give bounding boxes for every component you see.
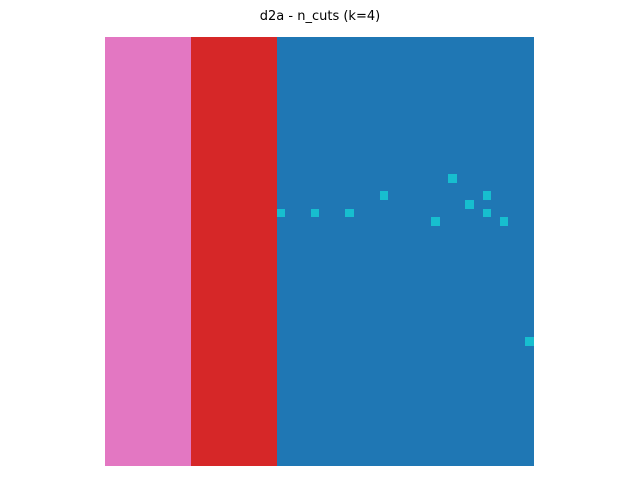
cell-cluster-cyan	[345, 208, 354, 218]
cell-cluster-cyan	[482, 191, 492, 201]
cell-cluster-cyan	[448, 174, 457, 183]
segmentation-image	[105, 37, 534, 466]
cell-cluster-cyan	[482, 208, 492, 218]
cell-cluster-cyan	[499, 217, 509, 226]
cell-cluster-cyan	[310, 208, 320, 218]
cell-cluster-cyan	[379, 191, 389, 201]
cell-cluster-cyan	[465, 200, 474, 209]
cell-cluster-cyan	[525, 337, 534, 346]
band-cluster-pink	[105, 37, 191, 466]
band-cluster-blue	[276, 37, 534, 466]
chart-title: d2a - n_cuts (k=4)	[259, 9, 381, 24]
cell-cluster-cyan	[431, 217, 440, 226]
cell-cluster-cyan	[276, 208, 286, 218]
band-cluster-red	[190, 37, 277, 466]
